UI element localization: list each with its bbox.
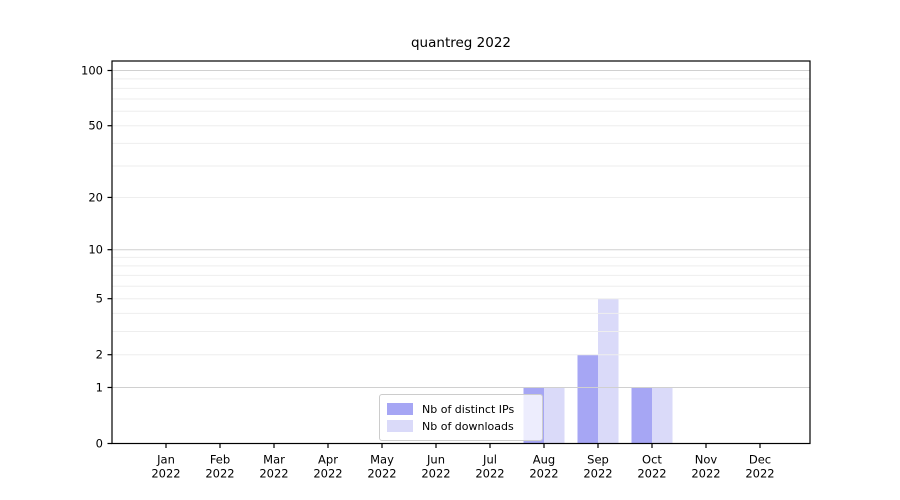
x-tick-label-year: 2022 (259, 467, 288, 481)
y-tick-label: 1 (96, 380, 103, 394)
legend-label-downloads: Nb of downloads (422, 419, 514, 433)
x-tick-label-month: Oct (642, 453, 662, 467)
y-tick-label: 50 (88, 119, 103, 133)
x-tick-label-year: 2022 (313, 467, 342, 481)
bar-downloads-aug (544, 387, 565, 444)
y-tick-label: 2 (96, 348, 103, 362)
x-tick-label-year: 2022 (151, 467, 180, 481)
x-tick-label-year: 2022 (637, 467, 666, 481)
legend-item-distinct-ips: Nb of distinct IPs (387, 403, 535, 416)
x-tick-label-year: 2022 (745, 467, 774, 481)
legend-label-distinct-ips: Nb of distinct IPs (422, 402, 515, 416)
bar-distinct-ips-sep (577, 354, 598, 444)
chart-title: quantreg 2022 (410, 35, 512, 51)
y-tick-label: 10 (88, 243, 103, 257)
x-tick-label-month: Nov (695, 453, 718, 467)
x-tick-label-month: Aug (533, 453, 555, 467)
x-tick-label-year: 2022 (367, 467, 396, 481)
legend-swatch-downloads-icon (387, 420, 413, 432)
x-tick-label-year: 2022 (421, 467, 450, 481)
x-tick-label-month: Jun (426, 453, 445, 467)
y-tick-label: 100 (81, 64, 103, 78)
bar-downloads-oct (652, 387, 673, 444)
legend: Nb of distinct IPs Nb of downloads (379, 394, 543, 441)
legend-item-downloads: Nb of downloads (387, 420, 535, 433)
x-tick-label-month: Dec (749, 453, 771, 467)
y-tick-label: 5 (96, 292, 103, 306)
y-tick-label: 0 (96, 437, 103, 451)
axes-spines (111, 60, 811, 445)
x-tick-label-month: May (370, 453, 394, 467)
x-tick-label-year: 2022 (205, 467, 234, 481)
x-tick-label-month: Sep (587, 453, 609, 467)
legend-swatch-distinct-ips-icon (387, 403, 413, 415)
x-tick-label-year: 2022 (691, 467, 720, 481)
x-tick-label-month: Jul (482, 453, 497, 467)
bar-distinct-ips-oct (631, 387, 652, 444)
x-tick-label-month: Mar (263, 453, 285, 467)
x-tick-label-month: Feb (210, 453, 230, 467)
bar-downloads-sep (598, 298, 619, 444)
y-tick-label: 20 (88, 190, 103, 204)
x-tick-label-month: Apr (318, 453, 338, 467)
x-tick-label-year: 2022 (475, 467, 504, 481)
x-tick-label-month: Jan (156, 453, 175, 467)
x-tick-label-year: 2022 (529, 467, 558, 481)
x-tick-label-year: 2022 (583, 467, 612, 481)
